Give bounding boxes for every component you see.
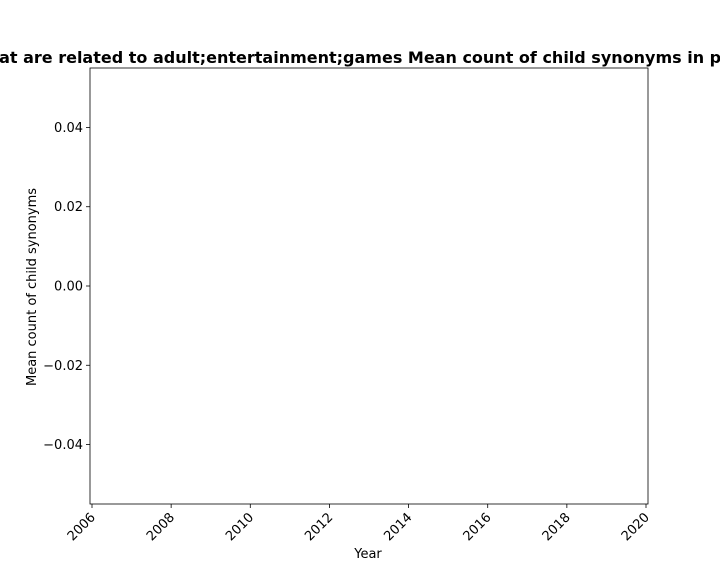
chart-title: Websites that are related to adult;enter… bbox=[0, 48, 720, 67]
x-tick-label: 2006 bbox=[65, 510, 99, 544]
y-tick-label: 0.04 bbox=[54, 121, 83, 136]
x-tick-label: 2020 bbox=[619, 510, 653, 544]
y-tick-label: −0.04 bbox=[43, 438, 83, 453]
x-tick-label: 2018 bbox=[540, 510, 574, 544]
x-axis: 2006 2008 2010 2012 2014 2016 2018 2020 bbox=[65, 504, 653, 544]
x-tick-label: 2012 bbox=[302, 510, 336, 544]
plot-area bbox=[89, 67, 649, 505]
x-axis-label: Year bbox=[353, 547, 382, 562]
y-axis: 0.04 0.02 0.00 −0.02 −0.04 bbox=[43, 121, 90, 453]
y-axis-label: Mean count of child synonyms bbox=[25, 188, 40, 386]
x-tick-label: 2008 bbox=[144, 510, 178, 544]
x-tick-label: 2010 bbox=[223, 510, 257, 544]
y-tick-label: 0.00 bbox=[54, 280, 83, 295]
x-tick-label: 2014 bbox=[381, 510, 415, 544]
y-tick-label: −0.02 bbox=[43, 359, 83, 374]
x-tick-label: 2016 bbox=[461, 510, 495, 544]
y-tick-label: 0.02 bbox=[54, 200, 83, 215]
